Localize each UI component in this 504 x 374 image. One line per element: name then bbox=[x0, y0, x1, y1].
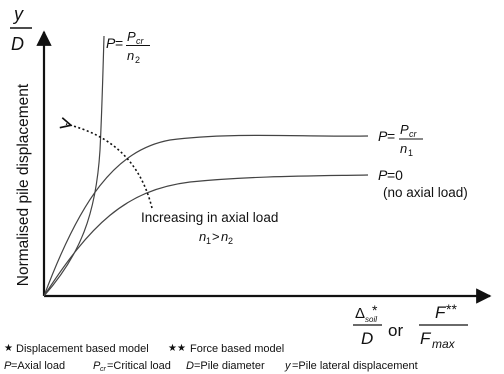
svg-text:n: n bbox=[127, 48, 134, 63]
svg-text:Force based model: Force based model bbox=[190, 343, 284, 355]
curve-p-over-n1 bbox=[43, 134, 369, 297]
curve-p-zero bbox=[43, 174, 369, 297]
svg-text:Δ: Δ bbox=[355, 305, 365, 322]
svg-text:n: n bbox=[199, 229, 206, 244]
star-one-icon: ★ bbox=[4, 343, 13, 354]
svg-text:D: D bbox=[361, 329, 373, 348]
label-middle-curve: P = P cr n 1 bbox=[378, 122, 423, 158]
y-axis-denominator: D bbox=[11, 34, 24, 54]
svg-text:=0: =0 bbox=[387, 167, 403, 183]
y-axis-numerator: y bbox=[12, 4, 24, 24]
label-zero-curve: P =0 (no axial load) bbox=[378, 167, 468, 200]
svg-text:D: D bbox=[186, 360, 194, 372]
y-axis-label: Normalised pile displacement bbox=[15, 83, 32, 286]
svg-text:=: = bbox=[387, 128, 395, 144]
svg-text:=Critical load: =Critical load bbox=[107, 360, 171, 372]
curve-critical-load bbox=[43, 35, 105, 297]
svg-text:F: F bbox=[435, 303, 447, 322]
svg-text:>: > bbox=[212, 229, 220, 244]
x-axis-label: Δ soil * D or F ** F max bbox=[353, 301, 468, 351]
svg-text:n: n bbox=[221, 229, 228, 244]
svg-text:P: P bbox=[400, 122, 409, 137]
svg-text:max: max bbox=[432, 337, 456, 351]
legend-definitions: P =Axial load P cr =Critical load D =Pil… bbox=[4, 360, 418, 373]
annotation-relation: n 1 > n 2 bbox=[199, 229, 233, 246]
svg-text:F: F bbox=[420, 329, 432, 348]
svg-text:cr: cr bbox=[409, 129, 418, 139]
increasing-load-arrow bbox=[66, 124, 153, 209]
svg-text:or: or bbox=[388, 321, 403, 340]
svg-text:1: 1 bbox=[206, 236, 211, 246]
svg-text:n: n bbox=[400, 141, 407, 156]
star-two-icon: ★★ bbox=[168, 343, 186, 354]
svg-text:P: P bbox=[4, 360, 12, 372]
svg-text:=Axial load: =Axial load bbox=[11, 360, 65, 372]
svg-text:2: 2 bbox=[135, 55, 140, 65]
svg-text:2: 2 bbox=[228, 236, 233, 246]
label-critical-curve: P = P cr n 2 bbox=[106, 29, 150, 65]
svg-text:P: P bbox=[106, 35, 116, 51]
svg-text:cr: cr bbox=[100, 366, 107, 373]
svg-text:(no axial load): (no axial load) bbox=[383, 185, 468, 200]
annotation-text: Increasing in axial load bbox=[141, 210, 278, 225]
svg-text:**: ** bbox=[446, 301, 457, 317]
svg-text:*: * bbox=[372, 302, 378, 318]
svg-text:P: P bbox=[378, 128, 388, 144]
svg-text:P: P bbox=[127, 29, 136, 44]
svg-text:soil: soil bbox=[365, 315, 377, 324]
svg-text:Displacement based model: Displacement based model bbox=[16, 343, 149, 355]
svg-text:1: 1 bbox=[408, 148, 413, 158]
svg-text:=Pile diameter: =Pile diameter bbox=[194, 360, 265, 372]
svg-text:y: y bbox=[284, 360, 292, 372]
svg-text:cr: cr bbox=[136, 36, 145, 46]
svg-text:=Pile lateral displacement: =Pile lateral displacement bbox=[292, 360, 418, 372]
svg-text:P: P bbox=[378, 167, 388, 183]
svg-text:=: = bbox=[115, 35, 123, 51]
legend-models: ★ Displacement based model ★★ Force base… bbox=[4, 343, 284, 355]
svg-text:P: P bbox=[93, 360, 101, 372]
